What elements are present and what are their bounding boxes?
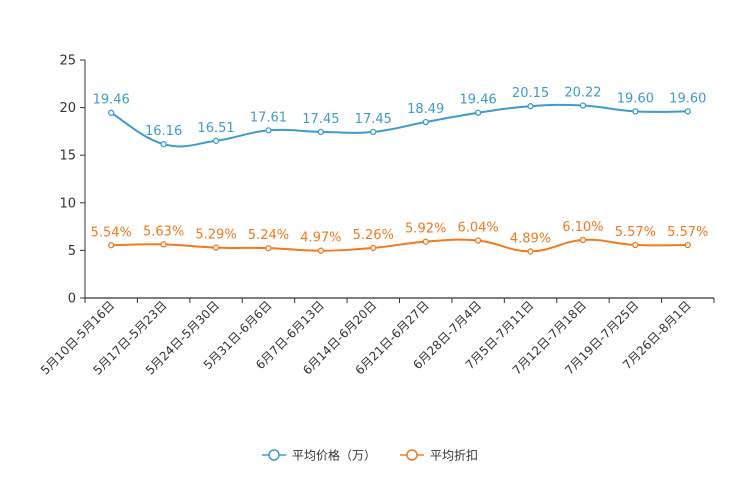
y-tick-label: 25 [59,54,76,69]
data-point[interactable] [212,137,220,144]
data-label: 20.15 [512,86,549,101]
series-line [110,103,688,148]
data-point[interactable] [474,109,482,116]
data-point[interactable] [632,241,639,249]
data-label: 5.24% [248,228,289,243]
legend[interactable]: 平均价格（万） 平均折扣 [262,448,478,463]
data-label: 16.51 [197,121,234,136]
data-label: 6.10% [562,220,603,235]
axes: 05101520255月10日-5月16日5月17日-5月23日5月24日-5月… [38,54,715,378]
series-1: 19.46 16.16 16.51 17.61 17.45 17.45 18.49 19.46… [93,86,706,148]
data-point[interactable] [684,108,691,115]
data-label: 5.29% [195,228,236,243]
data-point[interactable] [527,248,534,255]
series-layer: 19.46 16.16 16.51 17.61 17.45 17.45 18.49 19.46… [91,86,708,255]
series-2: 5.54% 5.63% 5.29% 5.24% 4.97% 5.26% 5.92% 6.04%… [91,220,708,255]
data-label: 16.16 [145,124,182,139]
data-point[interactable] [422,238,429,245]
data-point[interactable] [160,241,167,248]
y-tick-label: 20 [59,101,76,116]
legend-item-2[interactable]: 平均折扣 [400,448,478,463]
data-label: 5.92% [405,222,446,237]
data-point[interactable] [579,102,587,109]
data-point[interactable] [370,128,377,136]
data-label: 17.45 [302,112,339,127]
legend-marker-icon [268,449,280,461]
legend-marker-icon [406,449,418,461]
legend-label: 平均折扣 [430,448,478,463]
data-label: 5.63% [143,224,184,239]
data-point[interactable] [108,109,115,116]
data-point[interactable] [317,128,325,136]
data-label: 19.46 [460,93,497,108]
data-point[interactable] [160,141,167,148]
data-label: 19.46 [93,93,130,108]
data-label: 19.60 [617,91,654,106]
data-point[interactable] [422,118,429,126]
legend-label: 平均价格（万） [292,448,376,463]
data-point[interactable] [265,244,272,252]
series-line [111,238,688,253]
data-label: 6.04% [457,220,498,235]
y-tick-label: 15 [59,149,76,164]
data-label: 4.97% [300,231,341,246]
data-label: 17.45 [355,112,392,127]
data-label: 20.22 [564,86,601,101]
data-point[interactable] [265,127,272,134]
legend-item-1[interactable]: 平均价格（万） [262,448,376,463]
data-label: 5.54% [91,225,132,240]
data-point[interactable] [474,237,482,244]
data-label: 19.60 [669,91,706,106]
data-point[interactable] [370,244,377,252]
data-label: 17.61 [250,110,287,125]
data-point[interactable] [684,241,691,249]
y-tick-label: 5 [68,244,76,259]
data-point[interactable] [108,242,115,249]
data-label: 5.57% [667,225,708,240]
data-label: 5.57% [615,225,656,240]
data-point[interactable] [212,244,220,251]
data-point[interactable] [527,103,534,110]
data-label: 5.26% [353,228,394,243]
data-label: 4.89% [510,231,551,246]
data-point[interactable] [317,247,325,254]
data-label: 18.49 [407,102,444,117]
data-point[interactable] [632,108,639,115]
y-tick-label: 10 [59,196,76,211]
y-tick-label: 0 [68,292,76,307]
data-point[interactable] [579,236,587,244]
